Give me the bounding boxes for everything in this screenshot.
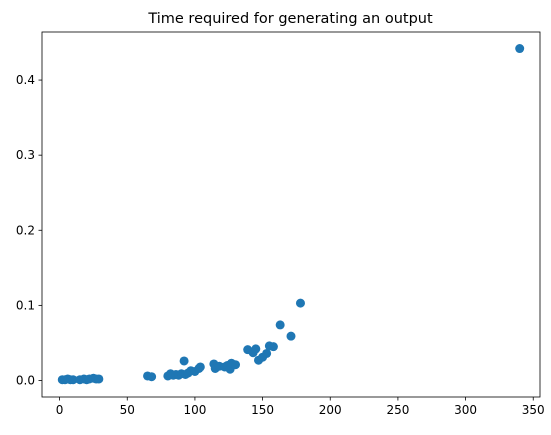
- x-tick-label: 200: [319, 403, 342, 417]
- x-tick-label: 300: [454, 403, 477, 417]
- data-point: [251, 344, 261, 354]
- chart-title: Time required for generating an output: [147, 11, 433, 27]
- y-axis: 0.0 0.1 0.2 0.3 0.4: [16, 73, 42, 387]
- data-point: [68, 375, 78, 385]
- data-point: [195, 362, 205, 372]
- x-tick-label: 0: [56, 403, 64, 417]
- data-point: [295, 298, 305, 308]
- data-point: [286, 331, 296, 341]
- x-axis: 0 50 100 150 200 250 300 350: [56, 397, 545, 417]
- data-point: [268, 342, 278, 352]
- x-tick-label: 100: [183, 403, 206, 417]
- data-point: [515, 44, 525, 54]
- plot-frame: [41, 31, 541, 398]
- data-point: [262, 348, 272, 358]
- data-point: [147, 372, 157, 382]
- x-tick-label: 350: [522, 403, 545, 417]
- y-tick-label: 0.1: [16, 298, 35, 312]
- data-points: [57, 44, 525, 385]
- data-point: [231, 360, 241, 370]
- data-point: [94, 374, 104, 384]
- y-tick-label: 0.3: [16, 148, 35, 162]
- y-tick-label: 0.2: [16, 223, 35, 237]
- x-tick-label: 150: [251, 403, 274, 417]
- x-tick-label: 50: [120, 403, 135, 417]
- y-tick-label: 0.4: [16, 73, 35, 87]
- data-point: [179, 356, 189, 366]
- data-point: [275, 320, 285, 330]
- y-tick-label: 0.0: [16, 373, 35, 387]
- x-tick-label: 250: [386, 403, 409, 417]
